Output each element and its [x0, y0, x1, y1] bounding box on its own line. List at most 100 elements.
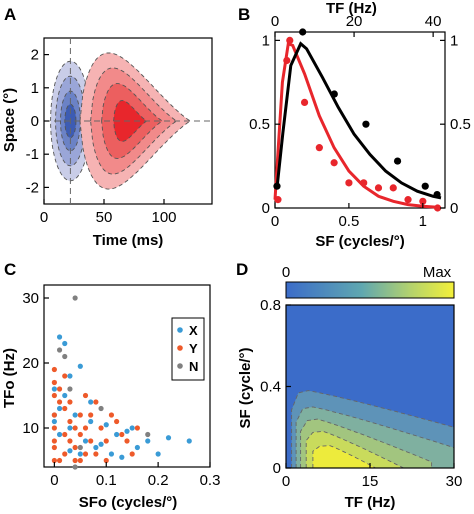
panel-c-point-X — [72, 412, 78, 418]
panel-c-point-Y — [103, 457, 109, 464]
panel-c-point-X — [82, 438, 89, 444]
panel-c-xlabel: SFo (cycles/°) — [79, 494, 178, 511]
panel-b-point-red — [360, 179, 368, 187]
panel-c-point-Y — [51, 366, 57, 373]
panel-c-point-Y — [72, 457, 78, 464]
panel-b-fit-red — [273, 41, 438, 209]
panel-c-point-Y — [67, 438, 73, 444]
panel-d-xtick-label: 15 — [362, 473, 379, 490]
panel-b-top-tick-label: 40 — [425, 13, 442, 30]
panel-c-point-X — [155, 451, 161, 457]
panel-b-right-tick-label: 0 — [450, 200, 458, 217]
panel-b-left-tick-label: 1 — [262, 32, 270, 49]
panel-b-point-red — [330, 159, 338, 167]
panel-c-point-Y — [67, 418, 73, 425]
panel-c-point-N — [98, 405, 104, 412]
panel-c-point-X — [103, 422, 109, 428]
panel-c-point-Y — [129, 451, 135, 457]
panel-c-ytick-label: 10 — [22, 420, 39, 437]
panel-d-contour-4 — [312, 445, 376, 469]
panel-c-point-Y — [77, 457, 83, 464]
panel-c-point-Y — [93, 451, 99, 457]
panel-c-legend: XYN — [171, 317, 205, 381]
panel-b-point-red — [434, 204, 442, 212]
panel-c-point-Y — [51, 392, 57, 399]
panel-c-legend-marker-N — [177, 363, 183, 369]
panel-b-point-red — [315, 144, 323, 152]
panel-b-point-black — [433, 190, 441, 199]
panel-c-point-X — [67, 373, 73, 379]
panel-c-ylabel: TFo (Hz) — [1, 348, 18, 408]
panel-a-ytick-label: -1 — [26, 146, 39, 163]
panel-c-point-Y — [51, 425, 57, 431]
colorbar-min-label: 0 — [282, 264, 290, 281]
colorbar-max-label: Max — [423, 264, 452, 281]
panel-a-letter: A — [4, 5, 16, 24]
panel-c-point-N — [56, 347, 63, 353]
panel-c-point-Y — [77, 412, 83, 418]
panel-d-xlabel: TF (Hz) — [345, 494, 396, 511]
panel-b-point-black — [362, 120, 370, 128]
panel-c-point-X — [108, 451, 115, 457]
panel-b-right-tick-label: 0.5 — [450, 116, 471, 133]
panel-c-legend-marker-X — [177, 327, 183, 333]
panel-b-point-red — [419, 197, 427, 205]
panel-c-point-Y — [56, 386, 63, 392]
panel-c-point-X — [77, 363, 83, 369]
panel-c-point-N — [67, 386, 73, 392]
panel-b-point-red — [389, 184, 397, 192]
panel-c-point-Y — [93, 399, 99, 405]
panel-a: A 0 50 100 2 1 0 -1 -2 Time (ms) Space (°) — [1, 5, 213, 249]
panel-b-bottom-tick-label: 0 — [271, 213, 279, 230]
panel-c-point-X — [56, 405, 63, 412]
panel-b-point-red — [283, 56, 291, 65]
panel-c-point-Y — [103, 438, 109, 444]
panel-b-fit-black — [275, 41, 442, 200]
panel-c-point-X — [67, 425, 73, 431]
panel-d-xtick-label: 0 — [282, 473, 290, 490]
panel-b-point-red — [345, 179, 353, 187]
panel-c-point-Y — [124, 438, 130, 444]
panel-b-bottom-tick-label: 1 — [419, 213, 427, 230]
panel-d-ticks: 0 15 30 0.8 0.4 0 — [260, 297, 462, 490]
panel-b-xlabel: SF (cycles/°) — [315, 233, 404, 250]
panel-c-point-Y — [51, 379, 57, 386]
panel-d-ytick-label: 0.4 — [260, 379, 281, 396]
panel-b-point-black — [330, 90, 338, 98]
panel-c-legend-marker-Y — [177, 345, 183, 351]
panel-c-legend-label-X: X — [189, 323, 198, 338]
panel-c-point-Y — [56, 457, 63, 464]
panel-c-point-Y — [62, 373, 68, 379]
panel-a-ylabel: Space (°) — [1, 88, 18, 152]
panel-c: C 0 0.1 0.2 0.3 30 20 10 XYN SFo (cycles/°) TF… — [1, 260, 220, 511]
panel-b-bottom-tick-label: 0.5 — [338, 213, 359, 230]
panel-a-xtick-label: 50 — [96, 209, 113, 226]
panel-c-point-N — [77, 444, 83, 451]
panel-c-point-Y — [88, 438, 94, 444]
panel-c-point-Y — [51, 412, 57, 418]
panel-c-point-X — [56, 431, 63, 438]
panel-b-letter: B — [238, 5, 250, 24]
panel-d-ytick-label: 0.8 — [260, 297, 281, 314]
panel-a-xtick-label: 0 — [40, 209, 48, 226]
panel-b-point-black — [273, 182, 281, 190]
panel-c-point-Y — [77, 431, 83, 438]
panel-d-ytick-label: 0 — [273, 460, 281, 477]
panel-b-axes-box — [274, 31, 446, 209]
panel-c-point-Y — [51, 444, 57, 451]
panel-c-axes-box — [43, 284, 211, 468]
panel-c-points — [51, 295, 192, 470]
panel-a-ytick-label: 0 — [31, 113, 39, 130]
panel-b-point-red — [300, 98, 309, 106]
panel-c-ytick-label: 30 — [22, 290, 39, 307]
panel-c-point-Y — [82, 392, 89, 399]
panel-c-point-Y — [88, 412, 94, 418]
panel-d-contours — [291, 390, 455, 469]
panel-c-point-X — [114, 431, 120, 438]
panel-c-xtick-label: 0 — [50, 472, 58, 489]
panel-b-left-tick-label: 0 — [262, 200, 270, 217]
panel-c-point-Y — [67, 399, 73, 405]
panel-c-point-X — [129, 425, 135, 431]
